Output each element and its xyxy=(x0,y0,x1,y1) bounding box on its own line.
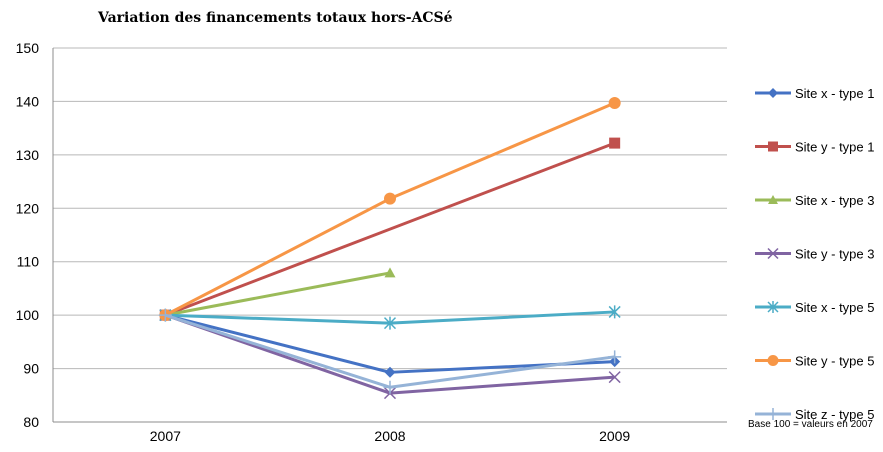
legend-label: Site x - type 5 xyxy=(795,300,874,315)
legend-label: Site x - type 1 xyxy=(795,86,874,101)
base-note: Base 100 = valeurs en 2007 xyxy=(748,419,873,430)
y-tick-label: 80 xyxy=(23,414,39,430)
data-point-square xyxy=(768,141,778,152)
y-tick-label: 130 xyxy=(16,147,40,163)
data-point-x xyxy=(767,247,779,260)
data-point-plus xyxy=(158,308,172,322)
data-point-x xyxy=(608,371,621,384)
y-tick-label: 110 xyxy=(17,254,40,270)
data-point-star xyxy=(608,305,621,319)
y-tick-label: 100 xyxy=(16,307,40,323)
y-tick-label: 140 xyxy=(16,93,40,109)
data-point-triangle xyxy=(384,267,396,278)
legend-label: Site z - type 5 xyxy=(795,407,874,422)
data-point-triangle xyxy=(768,195,778,204)
data-point-plus xyxy=(608,350,622,364)
data-point-circle xyxy=(384,192,396,205)
data-point-square xyxy=(609,137,621,149)
legend-label: Site x - type 3 xyxy=(795,193,874,208)
series-line xyxy=(164,141,616,317)
x-tick-label: 2007 xyxy=(150,428,181,444)
legend-label: Site y - type 1 xyxy=(795,140,874,155)
y-tick-label: 120 xyxy=(16,200,40,216)
data-point-star xyxy=(383,316,397,330)
data-point-plus xyxy=(767,408,779,420)
data-point-circle xyxy=(767,355,779,366)
x-tick-label: 2008 xyxy=(374,428,405,444)
series-line xyxy=(164,101,616,317)
legend-label: Site y - type 5 xyxy=(795,354,874,369)
chart-title: Variation des financements totaux hors-A… xyxy=(98,10,453,26)
data-point-circle xyxy=(608,97,621,110)
x-tick-label: 2009 xyxy=(599,428,630,444)
data-point-plus xyxy=(383,380,397,394)
y-tick-label: 90 xyxy=(23,361,39,377)
data-point-star xyxy=(767,301,779,313)
data-point-diamond xyxy=(384,366,396,378)
data-point-diamond xyxy=(768,88,778,98)
legend-label: Site y - type 3 xyxy=(795,247,874,262)
series-line xyxy=(165,271,391,317)
y-tick-label: 150 xyxy=(16,40,40,56)
